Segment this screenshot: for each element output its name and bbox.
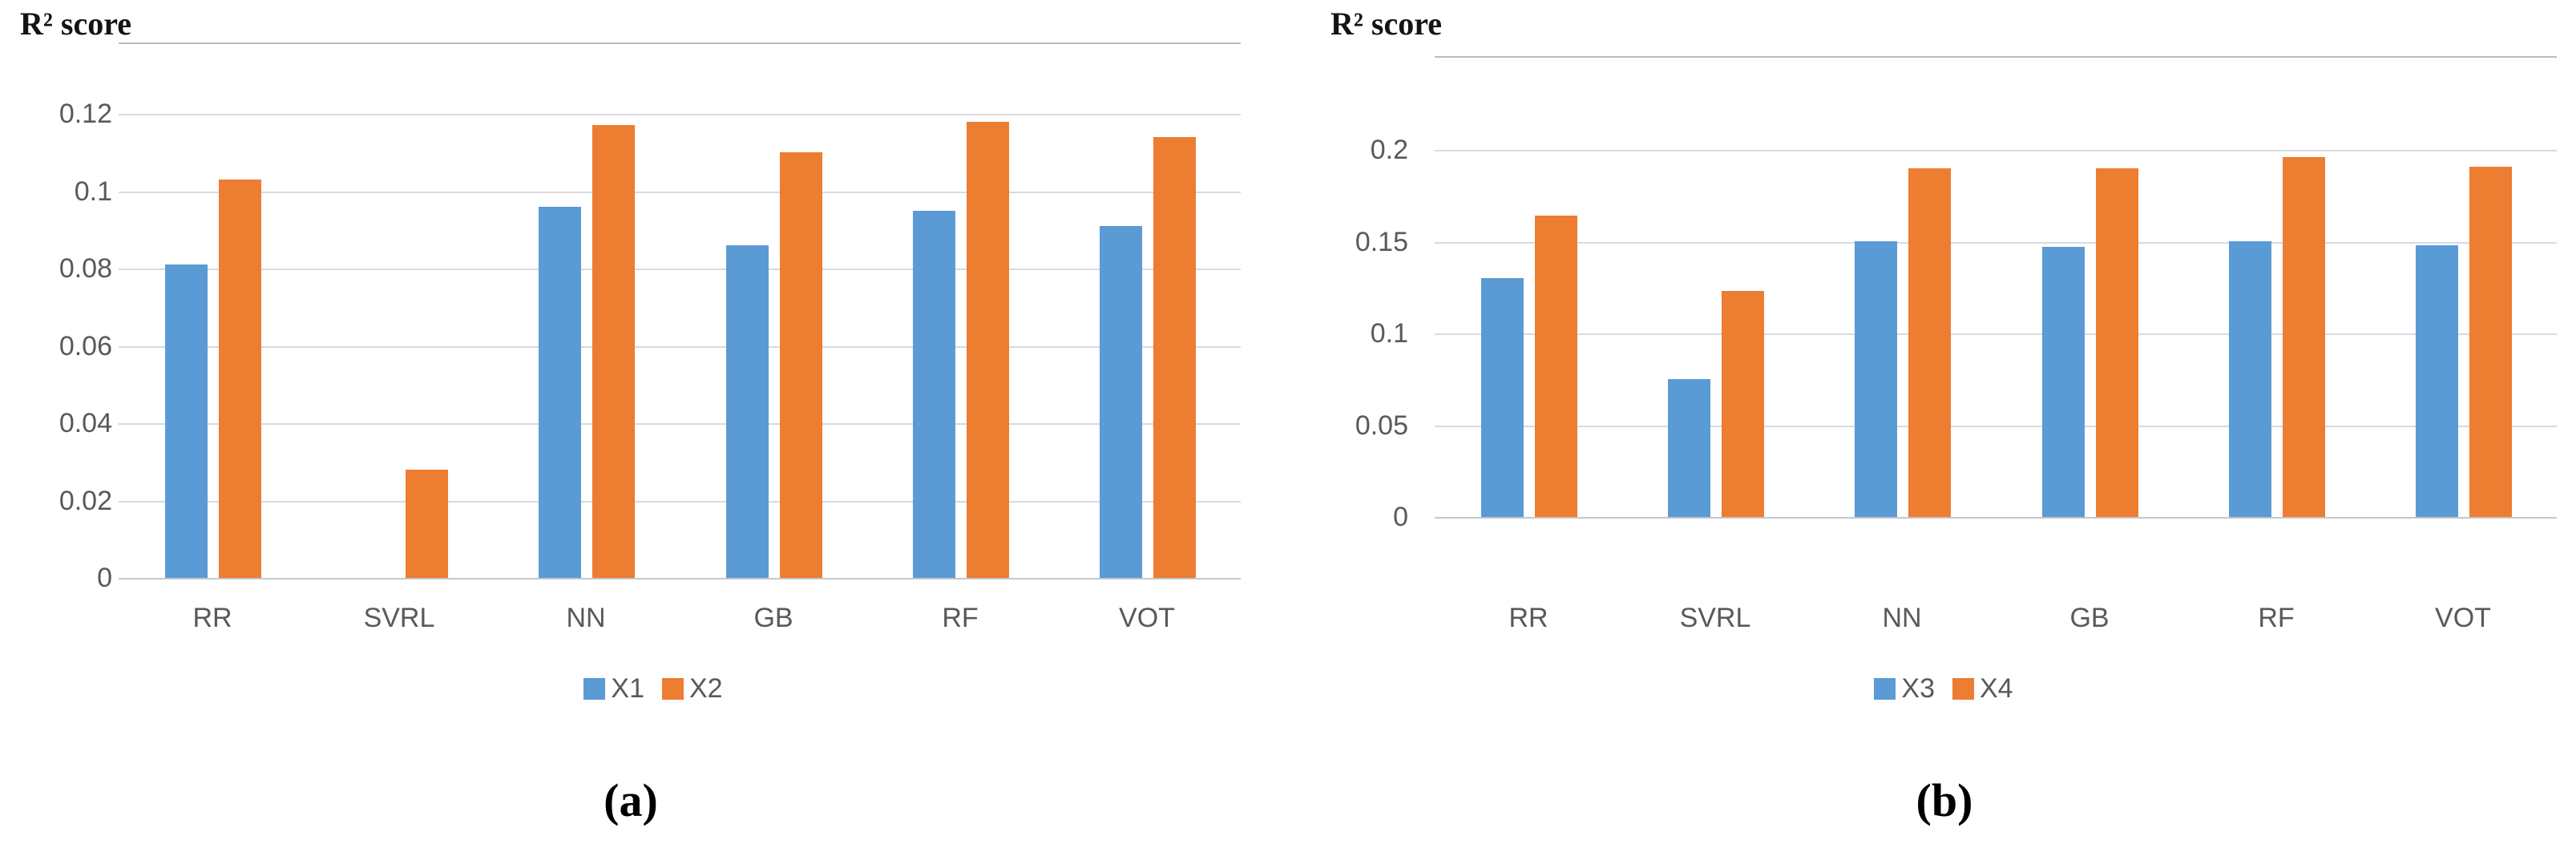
legend-swatch-x4 <box>1952 677 1974 700</box>
bar-a-NN-X2 <box>592 125 635 578</box>
chart-a-category-RF: RF <box>942 603 979 633</box>
chart-a-gridline-0.06 <box>119 346 1241 348</box>
legend-label-x4: X4 <box>1980 673 2013 704</box>
legend-item-x2: X2 <box>662 675 723 702</box>
legend-item-x3: X3 <box>1874 675 1935 702</box>
bar-b-VOT-X4 <box>2469 167 2512 517</box>
bar-a-RR-X1 <box>165 264 208 578</box>
bar-a-GB-X2 <box>780 152 822 578</box>
chart-a-gridline-0.02 <box>119 501 1241 503</box>
chart-a-category-NN: NN <box>566 603 606 633</box>
bar-b-NN-X3 <box>1855 241 1897 517</box>
chart-a-category-VOT: VOT <box>1119 603 1175 633</box>
bar-a-NN-X1 <box>539 207 581 578</box>
chart-a-ytick-0.02: 0.02 <box>59 486 112 516</box>
bar-b-GB-X4 <box>2096 168 2138 517</box>
chart-b-legend: X3 X4 <box>1775 675 2112 702</box>
legend-item-x4: X4 <box>1952 675 2013 702</box>
bar-a-RR-X2 <box>219 180 261 578</box>
bar-b-VOT-X3 <box>2416 245 2458 517</box>
legend-swatch-x1 <box>583 677 606 700</box>
chart-a-gridline-0.08 <box>119 269 1241 270</box>
chart-b-category-RF: RF <box>2258 603 2295 633</box>
legend-label-x3: X3 <box>1901 673 1935 704</box>
chart-b-y-axis-title: R² score <box>1330 6 1442 42</box>
chart-a-ytick-0: 0 <box>97 563 112 593</box>
chart-a-ytick-0.12: 0.12 <box>59 99 112 129</box>
chart-b-gridline-0.05 <box>1435 426 2557 427</box>
bar-a-RF-X1 <box>913 211 955 578</box>
chart-b-plot-top-border <box>1435 56 2557 58</box>
chart-b-ytick-0.2: 0.2 <box>1370 135 1408 165</box>
bar-b-GB-X3 <box>2042 247 2085 517</box>
chart-b-gridline-0.1 <box>1435 333 2557 335</box>
legend-label-x1: X1 <box>611 673 644 704</box>
chart-b-ytick-0.1: 0.1 <box>1370 318 1408 349</box>
chart-a-y-axis-title: R² score <box>20 6 131 42</box>
bar-a-RF-X2 <box>967 122 1009 578</box>
chart-b-gridline-0 <box>1435 517 2557 519</box>
chart-a-ytick-0.1: 0.1 <box>74 176 112 207</box>
chart-b-gridline-0.2 <box>1435 150 2557 151</box>
bar-b-SVRL-X3 <box>1668 379 1710 517</box>
chart-a-plot-top-border <box>119 42 1241 44</box>
bar-b-SVRL-X4 <box>1722 291 1764 517</box>
chart-b-category-SVRL: SVRL <box>1679 603 1751 633</box>
bar-a-GB-X1 <box>726 245 769 578</box>
chart-a-ytick-0.04: 0.04 <box>59 408 112 438</box>
chart-b-ytick-0.05: 0.05 <box>1355 410 1408 441</box>
chart-a-ytick-0.06: 0.06 <box>59 331 112 361</box>
chart-a-category-RR: RR <box>192 603 232 633</box>
chart-b-gridline-0.15 <box>1435 242 2557 244</box>
chart-a-gridline-0.12 <box>119 114 1241 115</box>
bar-a-SVRL-X2 <box>406 470 448 578</box>
chart-b-category-NN: NN <box>1882 603 1922 633</box>
caption-a: (a) <box>604 774 658 826</box>
chart-b-category-VOT: VOT <box>2435 603 2491 633</box>
legend-swatch-x3 <box>1874 677 1896 700</box>
chart-a-category-SVRL: SVRL <box>363 603 435 633</box>
chart-a-gridline-0.04 <box>119 423 1241 425</box>
bar-a-VOT-X1 <box>1100 226 1142 578</box>
chart-a-gridline-0.1 <box>119 192 1241 193</box>
chart-b-category-RR: RR <box>1508 603 1548 633</box>
chart-a-ytick-0.08: 0.08 <box>59 253 112 284</box>
bar-b-NN-X4 <box>1908 168 1951 517</box>
caption-b: (b) <box>1916 774 1973 826</box>
chart-a-legend: X1 X2 <box>485 675 822 702</box>
bar-b-RR-X3 <box>1481 278 1524 517</box>
chart-b-category-GB: GB <box>2069 603 2110 633</box>
legend-label-x2: X2 <box>689 673 723 704</box>
legend-swatch-x2 <box>662 677 684 700</box>
chart-a-category-GB: GB <box>753 603 793 633</box>
chart-b-ytick-0.15: 0.15 <box>1355 227 1408 257</box>
bar-a-VOT-X2 <box>1153 137 1196 578</box>
bar-b-RR-X4 <box>1535 216 1577 517</box>
bar-b-RF-X3 <box>2229 241 2271 517</box>
chart-b-ytick-0: 0 <box>1393 502 1408 532</box>
legend-item-x1: X1 <box>583 675 644 702</box>
bar-b-RF-X4 <box>2283 157 2325 517</box>
chart-a-gridline-0 <box>119 578 1241 579</box>
